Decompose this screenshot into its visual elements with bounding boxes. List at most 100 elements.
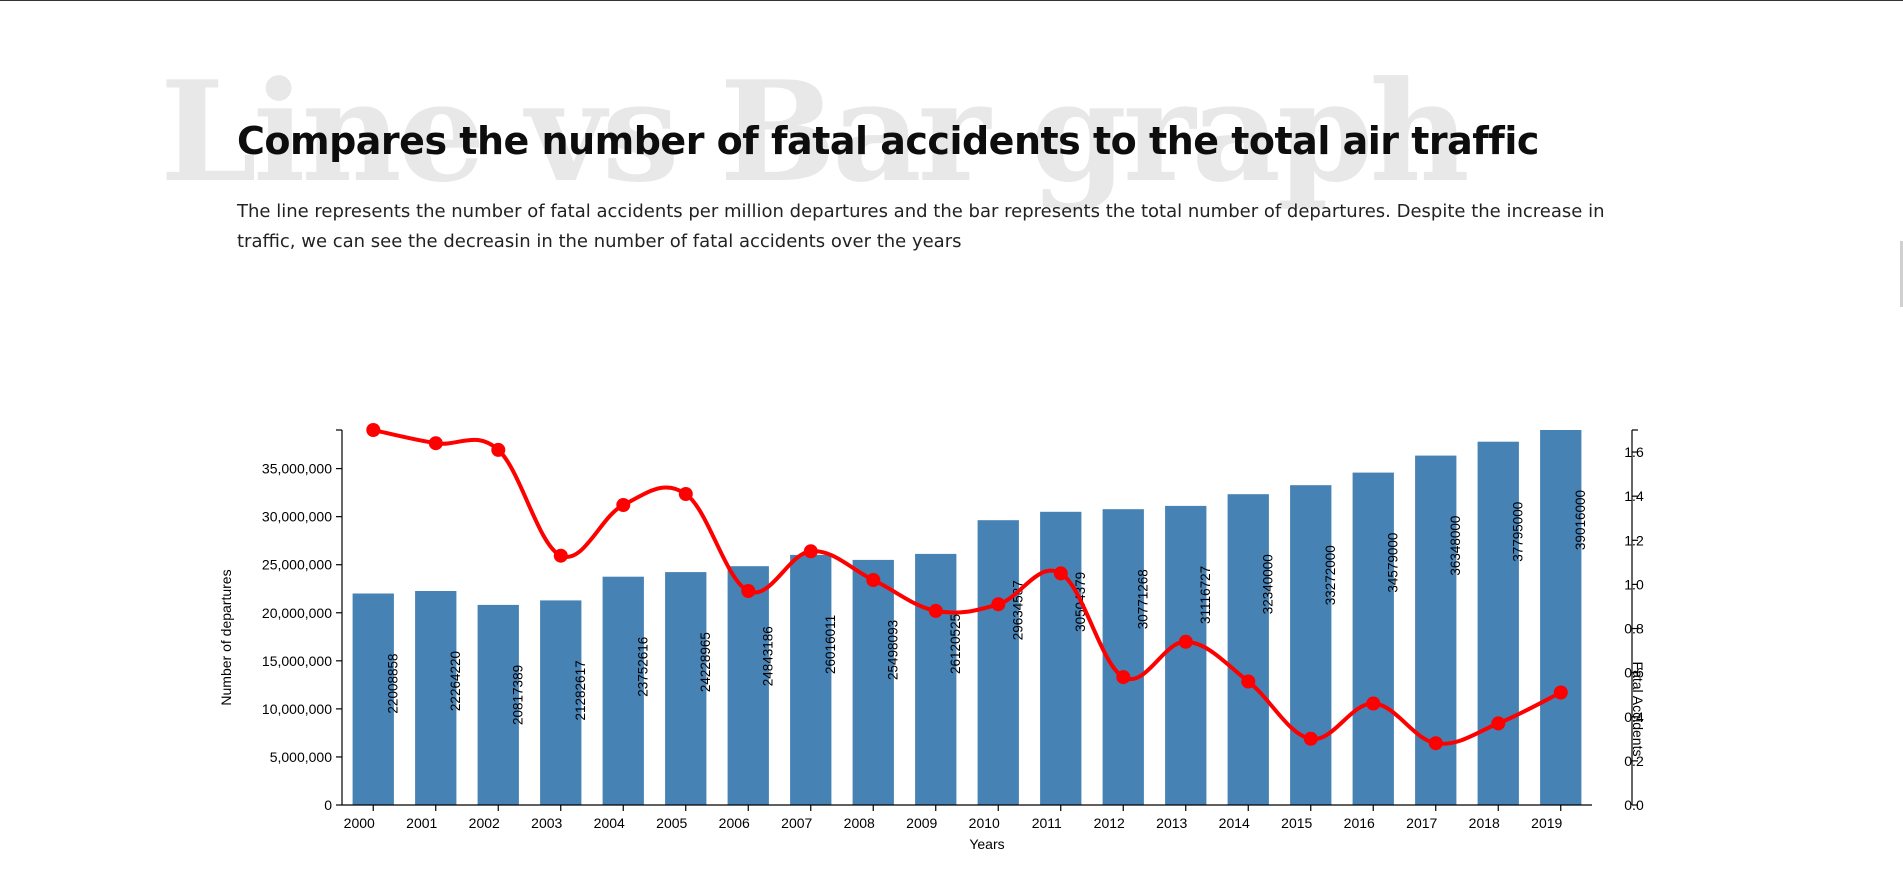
page-subtitle: The line represents the number of fatal …	[237, 201, 1605, 252]
x-tick-label: 2003	[531, 815, 562, 831]
x-tick-label: 2002	[469, 815, 500, 831]
background-watermark: Line vs Bar graph	[160, 50, 1470, 213]
x-tick-label: 2011	[1032, 815, 1062, 831]
x-tick-label: 2014	[1219, 815, 1250, 831]
bar-2013	[1165, 505, 1207, 805]
bar-2012	[1102, 509, 1144, 805]
bar-2018	[1477, 441, 1519, 805]
y-tick-label: 15,000,000	[262, 653, 332, 669]
x-axis-title: Years	[969, 836, 1004, 852]
bars-group	[352, 430, 1582, 805]
x-tick-label: 2010	[969, 815, 1000, 831]
x-tick-label: 2009	[906, 815, 937, 831]
y-tick-label: 35,000,000	[262, 461, 332, 477]
line-point-2009	[928, 603, 943, 618]
y2-tick-label: 0.8	[1624, 621, 1644, 637]
bar-value-label: 33272000	[1323, 545, 1338, 605]
bar-2011	[1040, 511, 1082, 805]
y2-tick-label: 1.2	[1624, 532, 1644, 548]
bar-value-label: 26120525	[948, 614, 963, 674]
y-axis-title: Number of departures	[218, 569, 234, 705]
line-point-2014	[1241, 674, 1256, 689]
page-title: Compares the number of fatal accidents t…	[237, 119, 1539, 163]
x-tick-label: 2012	[1094, 815, 1125, 831]
bar-value-label: 22008858	[385, 654, 400, 714]
y-tick-label: 30,000,000	[262, 509, 332, 525]
line-point-2008	[866, 573, 881, 587]
x-tick-label: 2006	[719, 815, 750, 831]
line-point-2011	[1053, 566, 1068, 581]
x-tick-label: 2017	[1406, 815, 1437, 831]
line-point-2013	[1178, 634, 1193, 649]
bar-value-label: 21282617	[573, 660, 588, 720]
bar-2017	[1415, 455, 1457, 805]
x-tick-label: 2000	[344, 815, 375, 831]
line-point-2002	[491, 442, 506, 457]
y2-tick-label: 0.0	[1624, 797, 1644, 813]
bar-2010	[977, 520, 1019, 805]
bar-2004	[602, 576, 644, 805]
x-tick-label: 2013	[1156, 815, 1187, 831]
bar-2015	[1290, 485, 1332, 805]
line-point-2018	[1491, 716, 1506, 731]
bar-2005	[665, 572, 707, 805]
line-point-2017	[1428, 736, 1443, 751]
y-tick-label: 25,000,000	[262, 557, 332, 573]
line-point-2010	[991, 597, 1006, 612]
bar-2003	[540, 600, 582, 805]
bar-2006	[727, 566, 769, 805]
x-tick-label: 2019	[1531, 815, 1562, 831]
bar-2014	[1227, 494, 1269, 805]
bar-2016	[1352, 472, 1394, 805]
bar-2000	[352, 593, 394, 805]
bar-value-label: 25498093	[885, 620, 900, 680]
line-point-2012	[1116, 670, 1131, 685]
y-tick-label: 0	[324, 797, 332, 813]
x-tick-label: 2008	[844, 815, 875, 831]
line-point-2005	[678, 487, 693, 501]
bar-2001	[415, 591, 457, 805]
bar-value-label: 24228965	[698, 632, 713, 692]
line-point-2019	[1553, 685, 1568, 700]
y2-tick-label: 0.2	[1624, 753, 1644, 769]
x-tick-label: 2004	[594, 815, 625, 831]
axes-group: 0 5,000,000 10,000,000 15,000,000 20,000,000…	[262, 429, 1644, 831]
y2-tick-label: 0.6	[1624, 665, 1644, 681]
x-tick-label: 2001	[406, 815, 437, 831]
y-tick-label: 5,000,000	[270, 749, 332, 765]
bar-value-label: 34579000	[1385, 533, 1400, 593]
scrollbar-thumb[interactable]	[1900, 241, 1903, 307]
line-point-2015	[1303, 731, 1318, 746]
bar-2009	[915, 553, 957, 805]
y-tick-label: 20,000,000	[262, 605, 332, 621]
bar-labels-group: 22008858 22264220 20817389 21282617 23752616…	[385, 490, 1588, 725]
line-group	[366, 423, 1568, 751]
line-point-2001	[428, 436, 443, 451]
bar-2002	[477, 604, 519, 805]
bar-value-label: 26016011	[823, 615, 838, 674]
y-tick-label: 10,000,000	[262, 701, 332, 717]
bar-value-label: 36348000	[1448, 516, 1463, 576]
x-tick-label: 2015	[1281, 815, 1312, 831]
y2-tick-label: 1.6	[1624, 444, 1644, 460]
x-tick-label: 2007	[781, 815, 812, 831]
bar-2008	[852, 559, 894, 805]
bar-value-label: 24843186	[760, 626, 775, 686]
y2-tick-label: 1.4	[1624, 488, 1644, 504]
y2-tick-label: 0.4	[1624, 709, 1644, 725]
bar-value-label: 23752616	[635, 637, 650, 697]
bar-value-label: 31116727	[1198, 566, 1213, 624]
fatal-accidents-line	[372, 428, 1562, 746]
bar-value-label: 22264220	[448, 651, 463, 711]
bar-2007	[790, 554, 832, 805]
bar-2019	[1540, 430, 1582, 805]
line-point-2006	[741, 584, 756, 598]
line-point-2007	[803, 544, 818, 559]
x-tick-label: 2016	[1344, 815, 1375, 831]
bar-value-label: 30771268	[1135, 569, 1150, 629]
bar-value-label: 32340000	[1260, 554, 1275, 614]
line-point-2016	[1366, 696, 1381, 711]
line-point-2003	[553, 548, 568, 563]
line-point-2004	[616, 498, 631, 512]
